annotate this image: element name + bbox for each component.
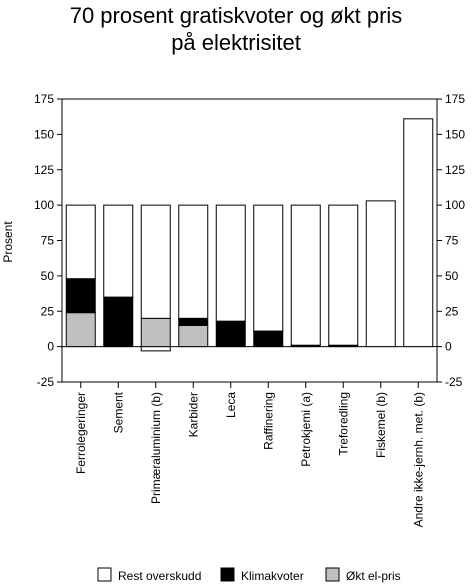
chart-title: 70 prosent gratiskvoter og økt pris på e…	[70, 3, 403, 55]
bar-segment-rest-overskudd	[140, 204, 171, 319]
plot-area: -25 -25 0 0 25 25 50 50 75 75 100 100 125 125 150 150 17…	[34, 92, 465, 527]
y-tick-label-right: -25	[445, 375, 463, 389]
x-category-label: Karbider	[186, 392, 200, 437]
y-tick-label-left: -25	[37, 375, 55, 389]
chart-title-line-1: 70 prosent gratiskvoter og økt pris	[70, 3, 403, 28]
bar-segment-rest-overskudd	[290, 204, 321, 346]
x-category-label: Ferrolegeringer	[74, 392, 88, 474]
x-category-label: Primæraluminium (b)	[149, 392, 163, 504]
y-tick-label-left: 75	[41, 234, 55, 248]
y-tick-label-left: 0	[47, 340, 54, 354]
chart-title-line-2: på elektrisitet	[171, 30, 301, 55]
x-category-label: Leca	[224, 392, 238, 418]
bar-segment-rest-overskudd	[103, 204, 134, 298]
x-category-label: Petrokjemi (a)	[299, 392, 313, 467]
x-category-label: Treforedling	[336, 392, 350, 456]
y-tick-label-left: 25	[41, 304, 55, 318]
legend-label: Klimakvoter	[241, 569, 304, 583]
bar-segment-rest-overskudd	[365, 200, 396, 348]
bar-segment-negative	[140, 346, 171, 352]
bar-segment-klimakvoter	[65, 278, 96, 314]
y-tick-label-right: 0	[445, 340, 452, 354]
x-category-label: Andre ikke-jernh. met. (b)	[411, 392, 425, 527]
bar-segment-økt-el-pris	[140, 317, 171, 348]
legend-swatch	[220, 567, 235, 582]
y-tick-label-left: 50	[41, 269, 55, 283]
y-tick-label-right: 150	[445, 127, 465, 141]
bar-segment-klimakvoter	[215, 320, 246, 348]
bar-segment-klimakvoter	[178, 317, 209, 326]
y-tick-label-right: 100	[445, 198, 465, 212]
y-tick-label-right: 175	[445, 92, 465, 106]
bar-segment-rest-overskudd	[215, 204, 246, 322]
y-tick-label-right: 75	[445, 234, 459, 248]
x-category-label: Fiskemel (b)	[374, 392, 388, 458]
legend: Rest overskudd Klimakvoter Økt el-pris	[97, 567, 401, 583]
bar-segment-rest-overskudd	[65, 204, 96, 280]
x-category-label: Sement	[111, 391, 125, 433]
y-axis-label: Prosent	[1, 221, 15, 263]
y-tick-label-left: 100	[34, 198, 54, 212]
bar-segment-klimakvoter	[103, 296, 134, 348]
y-tick-label-right: 50	[445, 269, 459, 283]
legend-label: Rest overskudd	[118, 569, 201, 583]
bar-segment-klimakvoter	[253, 330, 284, 348]
y-tick-label-right: 25	[445, 304, 459, 318]
bar-segment-økt-el-pris	[65, 312, 96, 348]
bar-segment-rest-overskudd	[403, 118, 434, 348]
y-tick-label-left: 150	[34, 127, 54, 141]
x-category-label: Raffinering	[261, 392, 275, 450]
bar-segment-rest-overskudd	[328, 204, 359, 346]
legend-swatch	[325, 567, 340, 582]
legend-label: Økt el-pris	[346, 569, 401, 583]
y-tick-label-left: 125	[34, 163, 54, 177]
y-tick-label-left: 175	[34, 92, 54, 106]
legend-swatch	[97, 567, 112, 582]
bar-segment-økt-el-pris	[178, 324, 209, 348]
y-tick-label-right: 125	[445, 163, 465, 177]
bar-segment-rest-overskudd	[178, 204, 209, 319]
bar-segment-rest-overskudd	[253, 204, 284, 332]
